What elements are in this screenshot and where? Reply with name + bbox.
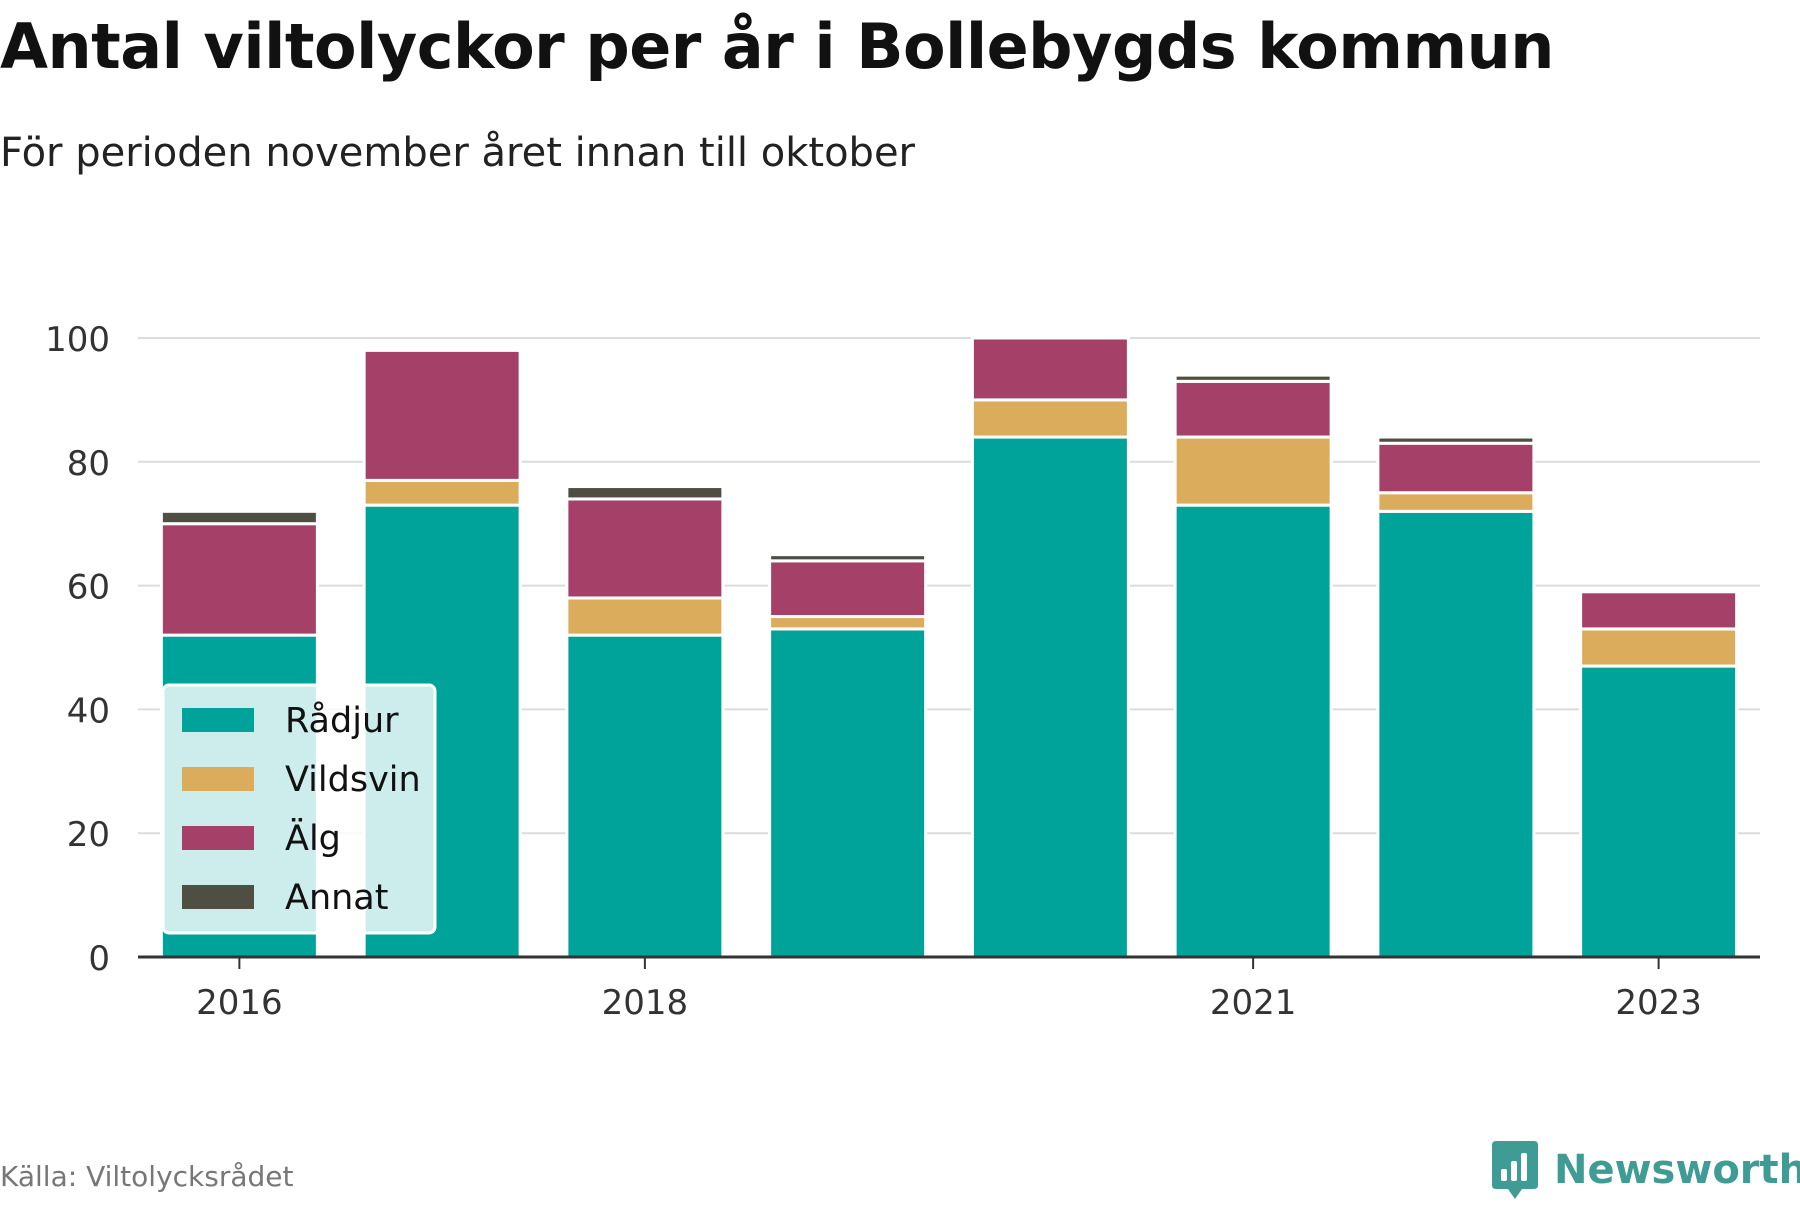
bar-2022-vildsvin (1376, 491, 1536, 513)
bar-2018-rådjur (565, 633, 725, 959)
x-axis-labels: 2016 2018 2021 2023 (196, 983, 1702, 1023)
legend-swatch-vildsvin (182, 767, 254, 791)
source-note: Källa: Viltolycksrådet (0, 1160, 294, 1193)
bar-2017-vildsvin (362, 478, 522, 507)
bar-2021-rådjur (1173, 503, 1333, 959)
bar-2019-rådjur (768, 627, 928, 959)
y-tick-label: 100 (45, 320, 110, 360)
bar-2019-annat (768, 553, 928, 563)
legend-swatch-älg (182, 826, 254, 850)
bar-2023-älg (1579, 590, 1739, 631)
bar-2019-älg (768, 559, 928, 619)
y-tick-label: 40 (67, 691, 110, 731)
bar-2016-älg (159, 522, 319, 637)
bar-2023-vildsvin (1579, 627, 1739, 668)
newsworthy-logo-icon (1492, 1141, 1538, 1199)
y-tick-label: 80 (67, 444, 110, 484)
y-tick-label: 60 (67, 568, 110, 608)
bar-2021-vildsvin (1173, 435, 1333, 507)
newsworthy-brand: Newsworthy (1490, 1135, 1800, 1205)
legend: Rådjur Vildsvin Älg Annat (161, 683, 437, 935)
bar-2020-älg (970, 336, 1130, 402)
x-tick-label: 2023 (1615, 983, 1702, 1023)
x-tick-label: 2018 (602, 983, 689, 1023)
bar-2017-älg (362, 348, 522, 482)
chart-subtitle: För perioden november året innan till ok… (0, 130, 915, 176)
bar-2021-annat (1173, 373, 1333, 383)
bar-2022-rådjur (1376, 509, 1536, 959)
legend-label: Rådjur (285, 700, 399, 741)
x-tick-label: 2021 (1210, 983, 1297, 1023)
legend-label: Älg (285, 817, 341, 859)
legend-box (161, 683, 437, 935)
bar-2018-annat (565, 485, 725, 501)
bar-2021-älg (1173, 379, 1333, 439)
x-tick-label: 2016 (196, 983, 283, 1023)
y-axis-labels: 0 20 40 60 80 100 (45, 320, 110, 979)
y-tick-label: 0 (88, 939, 110, 979)
bar-2019-vildsvin (768, 615, 928, 631)
x-axis (138, 955, 1760, 969)
y-tick-label: 20 (67, 815, 110, 855)
bar-2022-annat (1376, 435, 1536, 445)
brand-name: Newsworthy (1554, 1147, 1800, 1193)
bar-2018-vildsvin (565, 596, 725, 637)
bar-2020-vildsvin (970, 398, 1130, 439)
bar-2020-rådjur (970, 435, 1130, 959)
stacked-bar-chart: 0 20 40 60 80 100 2016 2018 2021 2023 Rådjur Vild… (45, 320, 1760, 1023)
bar-2023-rådjur (1579, 664, 1739, 959)
legend-label: Annat (285, 878, 388, 918)
chart-title: Antal viltolyckor per år i Bollebygds ko… (0, 10, 1554, 83)
legend-label: Vildsvin (285, 760, 421, 800)
legend-swatch-rådjur (182, 708, 254, 732)
bar-2018-älg (565, 497, 725, 600)
bar-2016-annat (159, 509, 319, 526)
bar-2022-älg (1376, 441, 1536, 495)
legend-swatch-annat (182, 885, 254, 909)
